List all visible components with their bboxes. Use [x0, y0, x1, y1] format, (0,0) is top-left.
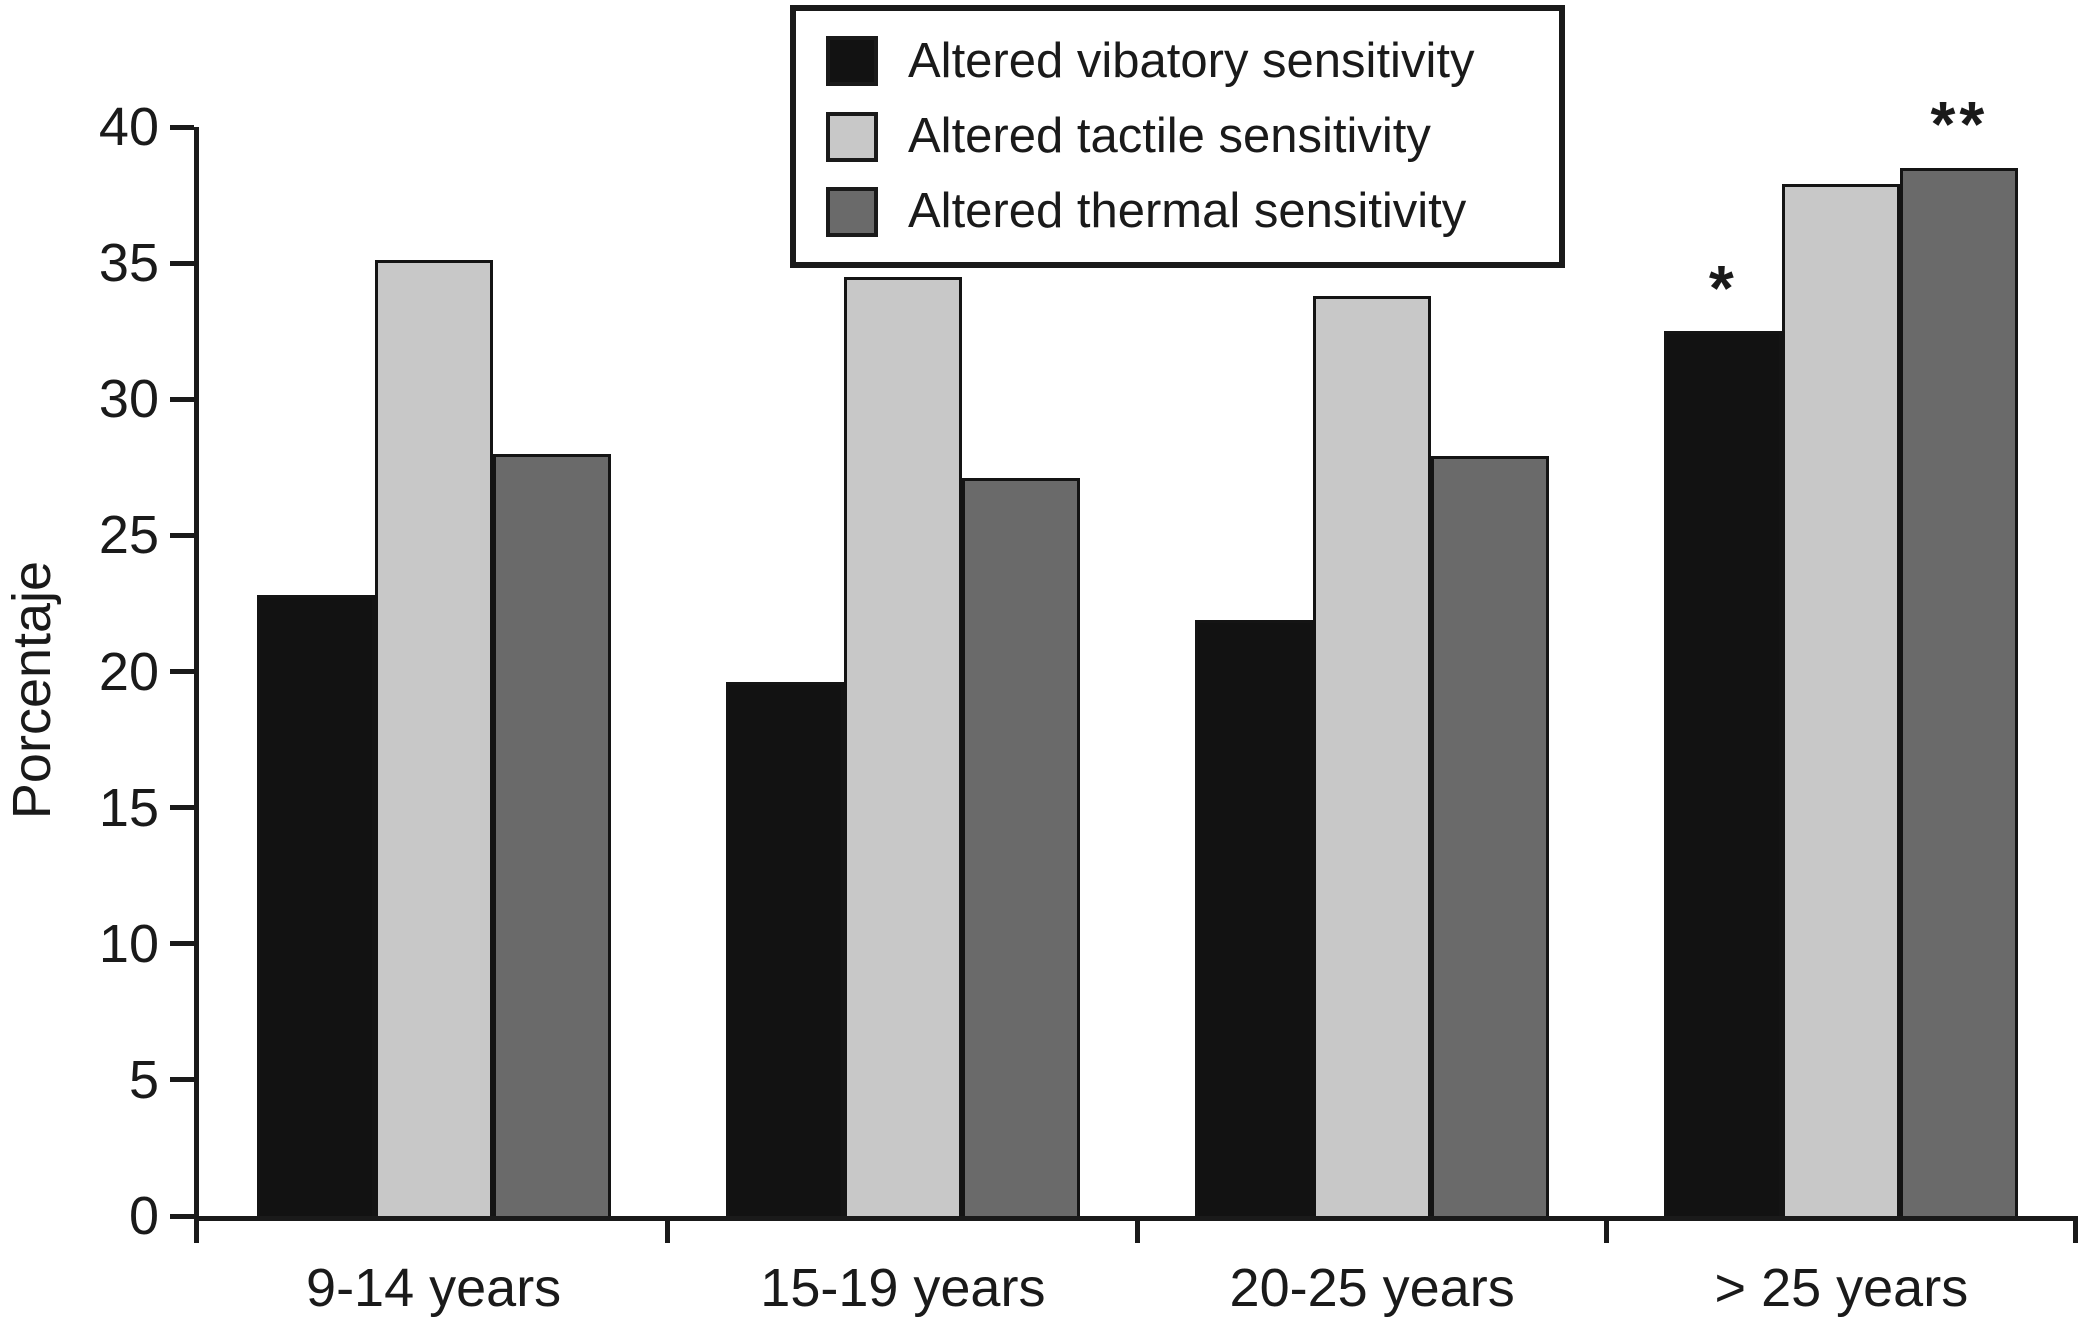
bar: [1195, 619, 1314, 1216]
y-tick-mark: [170, 1213, 194, 1219]
x-tick-mark: [1135, 1216, 1140, 1243]
y-tick-mark: [170, 260, 194, 266]
y-tick-label: 25: [98, 505, 159, 566]
legend-swatch: [826, 36, 878, 87]
plot-area: 0 5 10 15 20 25 30 35 40 9-14 years 15-19 years 20-…: [99, 92, 2078, 1315]
bar: [725, 682, 844, 1216]
significance-marker: **: [1930, 88, 1989, 161]
x-tick-mark: [665, 1216, 670, 1243]
y-tick-mark: [170, 124, 194, 130]
bar: [492, 453, 611, 1216]
y-tick-label: 20: [98, 641, 159, 702]
y-tick-label: 0: [128, 1186, 159, 1246]
legend-swatch: [826, 111, 878, 162]
y-tick-label: 40: [98, 97, 159, 157]
bar: [1313, 295, 1432, 1216]
y-tick-label: 35: [98, 233, 159, 294]
bar: [374, 260, 493, 1216]
legend-swatch: [826, 186, 878, 237]
legend-item-label: Altered vibatory sensitivity: [908, 33, 1475, 88]
bar: [1664, 331, 1783, 1216]
y-tick-mark: [170, 396, 194, 402]
bar: [961, 478, 1080, 1216]
y-tick-label: 10: [98, 913, 159, 974]
bar-group: [199, 127, 668, 1216]
x-tick-mark: [1604, 1216, 1609, 1243]
bar: [1431, 456, 1550, 1216]
y-tick-label: 5: [128, 1049, 159, 1110]
x-tick-mark: [2073, 1216, 2078, 1243]
bar-group: [668, 127, 1137, 1216]
x-category-label: 15-19 years: [760, 1258, 1046, 1318]
y-tick-mark: [170, 669, 194, 674]
x-tick-mark: [194, 1216, 199, 1243]
y-tick-mark: [170, 805, 194, 811]
x-category-label: 9-14 years: [306, 1258, 562, 1318]
legend-item: Altered vibatory sensitivity: [826, 33, 1559, 88]
bar: [1782, 184, 1901, 1216]
y-tick-label: 15: [98, 777, 159, 838]
x-category-label: 20-25 years: [1229, 1258, 1515, 1318]
x-category-label: > 25 years: [1714, 1258, 1969, 1318]
significance-marker: *: [1708, 251, 1738, 324]
y-tick-mark: [170, 1077, 194, 1083]
y-tick-mark: [170, 941, 194, 947]
y-tick-mark: [170, 532, 194, 538]
bar: [843, 276, 962, 1216]
legend-item: Altered thermal sensitivity: [826, 184, 1559, 239]
y-tick-label: 30: [98, 369, 159, 430]
legend-item: Altered tactile sensitivity: [826, 109, 1559, 163]
bar-group: [1138, 127, 1607, 1216]
legend-item-label: Altered thermal sensitivity: [908, 184, 1467, 239]
bar-group: [1607, 127, 2076, 1216]
legend: Altered vibatory sensitivity Altered tact…: [790, 5, 1565, 268]
bar: [256, 595, 375, 1216]
legend-item-label: Altered tactile sensitivity: [908, 109, 1431, 163]
bar: [1900, 167, 2019, 1216]
